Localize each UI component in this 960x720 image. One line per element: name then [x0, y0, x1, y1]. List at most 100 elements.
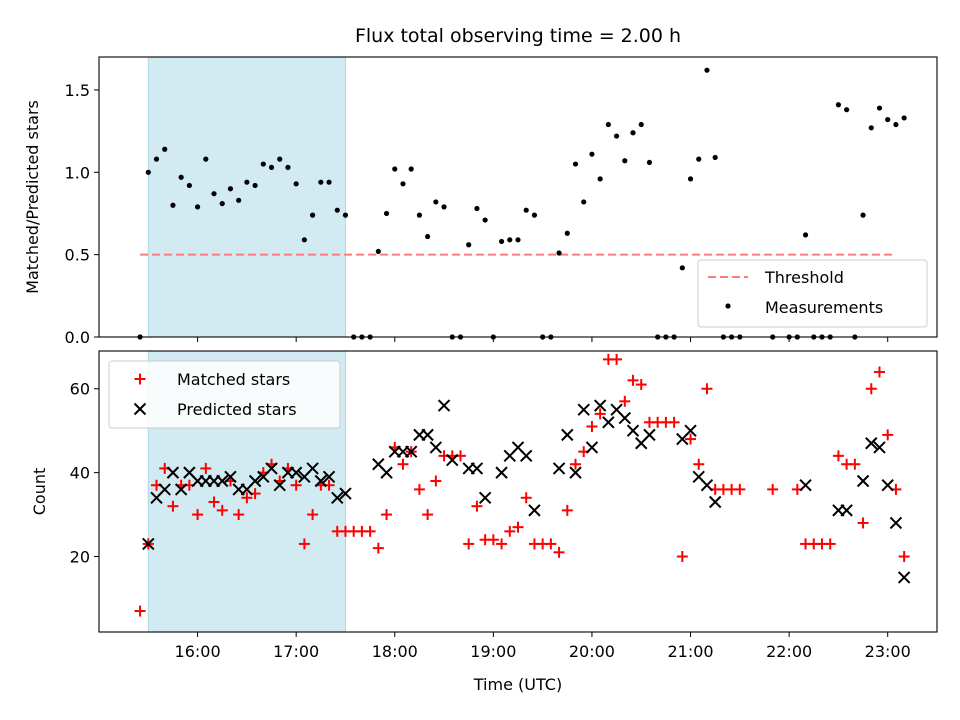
predicted-point [174, 483, 188, 496]
matched-point [372, 542, 384, 554]
matched-point [487, 534, 499, 546]
predicted-point [708, 495, 722, 509]
matched-point [241, 492, 253, 504]
predicted-point [437, 399, 451, 412]
measurement-point [178, 174, 184, 180]
matched-point [676, 551, 688, 563]
matched-point [463, 538, 475, 550]
predicted-point [429, 441, 443, 454]
measurement-point [334, 207, 340, 213]
measurement-point [597, 176, 603, 182]
matched-point [898, 551, 910, 563]
matched-point [561, 504, 573, 516]
measurement-point [416, 212, 423, 218]
matched-point [192, 509, 204, 521]
predicted-point [158, 483, 171, 496]
matched-point [298, 538, 310, 550]
predicted-point [289, 466, 303, 479]
measurement-point [876, 105, 883, 111]
y-tick-label: 20 [70, 548, 90, 567]
measurement-point [572, 161, 579, 167]
predicted-point [889, 516, 903, 530]
measurement-point [301, 237, 307, 243]
matched-point [693, 458, 705, 470]
measurement-point [638, 121, 644, 128]
predicted-point [306, 462, 319, 475]
measurement-point [482, 217, 488, 223]
measurement-point [844, 107, 850, 113]
predicted-point [881, 479, 894, 492]
bottom-y-axis-label: Count [30, 468, 49, 516]
top-legend: Threshold Measurements [697, 259, 928, 328]
predicted-point [799, 479, 812, 492]
predicted-point [593, 399, 607, 412]
measurement-point [605, 121, 611, 128]
bottom-y-ticks: 20 40 60 [70, 380, 99, 567]
measurement-point [441, 204, 447, 210]
matched-point [734, 483, 746, 495]
measurement-point [268, 164, 275, 170]
measurement-point [227, 186, 234, 192]
legend-predicted-swatch [133, 402, 147, 416]
measurement-point [696, 156, 702, 162]
legend-measurements-label: Measurements [765, 298, 883, 317]
bottom-x-ticks: 16:00 17:00 18:00 19:00 20:00 21:00 22:00 23:00 [175, 632, 911, 661]
measurement-point [630, 130, 636, 136]
matched-point [233, 509, 245, 521]
matched-point [413, 483, 425, 495]
measurement-point [153, 156, 160, 162]
legend-matched-swatch [134, 373, 146, 385]
matched-point [520, 492, 532, 504]
measurement-point [186, 182, 192, 189]
predicted-point [339, 487, 352, 500]
matched-point [849, 458, 861, 470]
predicted-point [216, 474, 229, 488]
measurement-point [219, 200, 225, 207]
matched-point [865, 383, 877, 395]
predicted-point [495, 466, 508, 479]
matched-point [635, 379, 647, 391]
predicted-point [380, 466, 393, 479]
predicted-point [142, 537, 155, 551]
measurement-point [342, 212, 349, 218]
measurement-point [408, 166, 414, 172]
measurement-point [326, 179, 332, 185]
legend-measurements-swatch [725, 303, 731, 309]
measurement-point [392, 166, 398, 172]
x-tick-label: 23:00 [865, 642, 911, 661]
measurement-point [400, 181, 406, 187]
measurement-point [885, 116, 891, 123]
matched-point [594, 408, 606, 420]
matched-point [307, 509, 319, 521]
matched-point [685, 433, 697, 445]
measurement-point [802, 232, 809, 238]
matched-point [553, 546, 565, 558]
bottom-legend-box [108, 360, 341, 429]
measurement-point [564, 230, 570, 236]
measurement-point [474, 205, 480, 212]
measurement-point [868, 125, 874, 131]
matched-point [364, 525, 376, 537]
y-tick-label: 1.5 [65, 81, 90, 100]
measurement-point [277, 156, 283, 162]
measurement-point [203, 156, 209, 162]
matched-point [496, 538, 508, 550]
matched-point [767, 483, 779, 495]
matched-point [701, 383, 713, 395]
measurement-point [285, 164, 291, 170]
matched-point [824, 538, 836, 550]
measurement-point [433, 199, 439, 205]
matched-point [857, 517, 869, 529]
matched-point [422, 509, 434, 521]
matched-point [832, 450, 844, 462]
predicted-point [856, 474, 870, 488]
measurement-point [375, 248, 381, 254]
matched-point [290, 479, 302, 491]
measurement-point [523, 207, 529, 213]
measurement-point [466, 242, 472, 248]
measurement-point [613, 133, 620, 139]
measurement-point [531, 212, 538, 218]
predicted-point [248, 474, 262, 488]
measurement-point [145, 169, 151, 175]
